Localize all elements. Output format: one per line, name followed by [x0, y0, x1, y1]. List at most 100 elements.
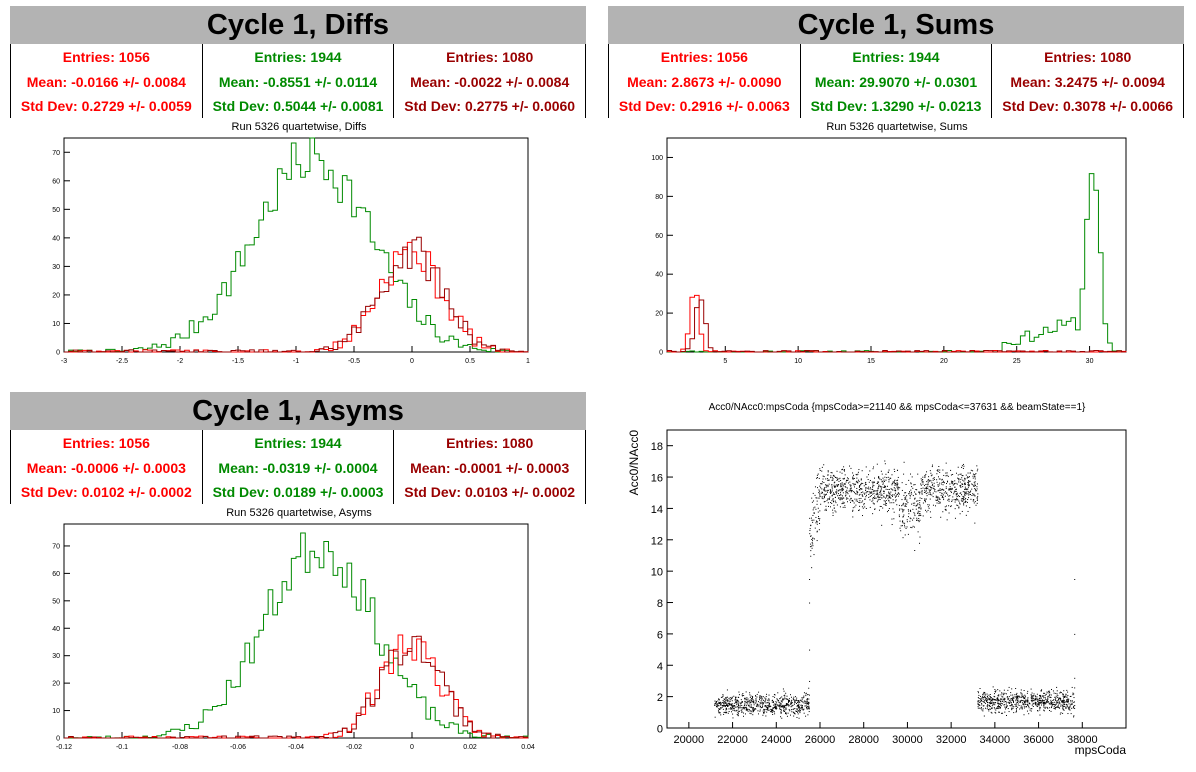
scatter-point [893, 494, 895, 496]
scatter-point [947, 499, 949, 501]
scatter-point [812, 537, 814, 539]
scatter-point [794, 699, 796, 701]
scatter-point [755, 705, 757, 707]
scatter-point [759, 697, 761, 699]
scatter-point [1021, 707, 1023, 709]
scatter-point [1032, 702, 1034, 704]
scatter-point [1001, 698, 1003, 700]
scatter-point [908, 513, 910, 515]
scatter-point [1062, 702, 1064, 704]
scatter-point [987, 704, 989, 706]
scatter-point [849, 465, 851, 467]
scatter-point [964, 501, 966, 503]
scatter-point [787, 712, 789, 714]
scatter-point [927, 485, 929, 487]
x-tick-label: 30000 [892, 734, 923, 746]
y-tick-label: 40 [52, 626, 60, 633]
scatter-point [895, 495, 897, 497]
scatter-point [842, 497, 844, 499]
scatter-point [1006, 701, 1008, 703]
scatter-point [945, 492, 947, 494]
scatter-point [759, 709, 761, 711]
scatter-point [985, 698, 987, 700]
scatter-point [872, 468, 874, 470]
scatter-point [998, 694, 1000, 696]
scatter-point [787, 702, 789, 704]
scatter-point [872, 489, 874, 491]
scatter-point [823, 496, 825, 498]
scatter-point [967, 484, 969, 486]
scatter-point [740, 702, 742, 704]
scatter-point [813, 538, 815, 540]
scatter-point [889, 496, 891, 498]
x-tick-label: -0.5 [348, 358, 360, 365]
scatter-point [846, 487, 848, 489]
scatter-point [861, 470, 863, 472]
entries-label: Entries: 1944 [254, 49, 342, 65]
scatter-point [911, 503, 913, 505]
scatter-point [818, 516, 820, 518]
scatter-point [991, 699, 993, 701]
scatter-point [828, 498, 830, 500]
scatter-point [1037, 710, 1039, 712]
scatter-point [1028, 702, 1030, 704]
y-tick-label: 0 [659, 350, 663, 357]
scatter-point [742, 715, 744, 717]
scatter-point [983, 705, 985, 707]
scatter-point [854, 483, 856, 485]
scatter-point [1043, 699, 1045, 701]
scatter-point [812, 492, 814, 494]
scatter-point [967, 499, 969, 501]
scatter-point [925, 493, 927, 495]
scatter-point [1011, 704, 1013, 706]
scatter-point [998, 703, 1000, 705]
scatter-point [1066, 696, 1068, 698]
scatter-point [782, 705, 784, 707]
scatter-point [1013, 697, 1015, 699]
scatter-point [782, 698, 784, 700]
scatter-point [732, 706, 734, 708]
scatter-point [879, 478, 881, 480]
scatter-point [853, 477, 855, 479]
scatter-point [832, 479, 834, 481]
scatter-point [897, 479, 899, 481]
scatter-point [955, 493, 957, 495]
scatter-point [718, 712, 720, 714]
scatter-point [873, 481, 875, 483]
scatter-point [910, 489, 912, 491]
scatter-point [731, 708, 733, 710]
scatter-point [766, 711, 768, 713]
scatter-point [1051, 705, 1053, 707]
scatter-point [792, 711, 794, 713]
scatter-point [714, 704, 716, 706]
scatter-point [1060, 691, 1062, 693]
scatter-point [897, 476, 899, 478]
scatter-point [916, 505, 918, 507]
scatter-point [842, 502, 844, 504]
scatter-point [892, 489, 894, 491]
scatter-point [880, 494, 882, 496]
scatter-point [1023, 701, 1025, 703]
scatter-point [892, 495, 894, 497]
scatter-point [735, 701, 737, 703]
scatter-point [872, 490, 874, 492]
scatter-point [724, 705, 726, 707]
scatter-point [1037, 698, 1039, 700]
scatter-point [979, 701, 981, 703]
scatter-point [847, 498, 849, 500]
scatter-point [1003, 693, 1005, 695]
scatter-point [911, 476, 913, 478]
scatter-point [871, 488, 873, 490]
scatter-point [780, 697, 782, 699]
scatter-point [903, 461, 905, 463]
scatter-point [843, 483, 845, 485]
scatter-point [916, 519, 918, 521]
scatter-point [961, 465, 963, 467]
scatter-point [808, 698, 810, 700]
y-tick-label: 30 [52, 653, 60, 660]
scatter-point [808, 705, 810, 707]
scatter-point [868, 491, 870, 493]
scatter-point [929, 479, 931, 481]
scatter-point [960, 492, 962, 494]
y-tick-label: 6 [657, 629, 663, 641]
